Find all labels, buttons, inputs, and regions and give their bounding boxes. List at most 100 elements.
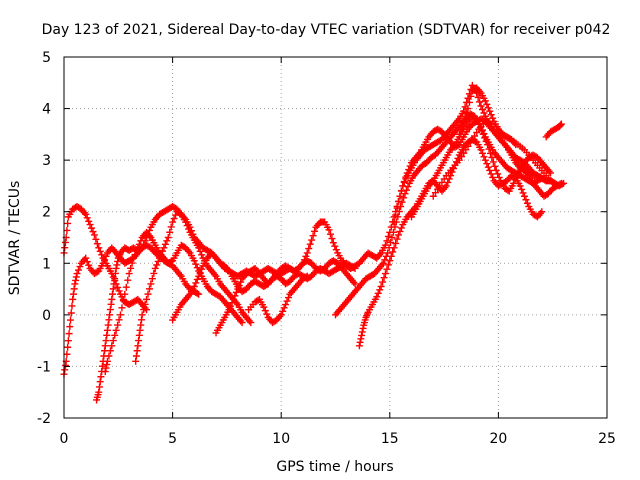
data-point (64, 343, 72, 351)
data-point (157, 251, 165, 259)
data-point (99, 259, 107, 267)
data-point (522, 196, 530, 204)
data-point (468, 136, 476, 144)
data-point (101, 256, 109, 264)
data-point (163, 237, 171, 245)
data-point (536, 175, 544, 183)
data-point (391, 223, 399, 231)
data-point (455, 156, 463, 164)
data-point (547, 177, 555, 185)
x-tick-label: 0 (60, 431, 69, 447)
data-point (402, 173, 410, 181)
data-point (356, 338, 364, 346)
data-point (386, 257, 394, 265)
data-point (311, 227, 319, 235)
data-point (350, 264, 358, 272)
data-point (401, 190, 409, 198)
data-point (263, 310, 271, 318)
data-point (65, 330, 73, 338)
data-point (397, 187, 405, 195)
data-point (404, 183, 412, 191)
data-point (495, 173, 503, 181)
data-point (83, 214, 91, 222)
data-point (193, 264, 201, 272)
data-point (279, 307, 287, 315)
data-point (488, 154, 496, 162)
data-point (458, 153, 466, 161)
data-point (82, 210, 90, 218)
data-point (388, 234, 396, 241)
data-point (306, 240, 314, 248)
data-point (436, 182, 444, 190)
data-point (111, 331, 119, 339)
series-track-14 (455, 84, 520, 149)
data-point (377, 282, 385, 290)
data-point (61, 244, 69, 252)
series-track-12 (408, 112, 546, 221)
data-point (487, 111, 495, 119)
data-point (106, 306, 114, 314)
data-point (351, 280, 359, 288)
data-point (112, 264, 120, 272)
data-point (383, 265, 391, 273)
data-point (538, 208, 546, 216)
data-point (85, 261, 93, 269)
data-point (124, 276, 132, 284)
data-point (247, 319, 255, 327)
data-point (69, 290, 77, 298)
data-point (384, 261, 392, 269)
data-point (145, 285, 153, 293)
data-point (114, 321, 122, 329)
data-point (557, 179, 565, 187)
y-tick-label: 0 (42, 308, 51, 324)
y-axis-ticks: -2 -1 0 1 2 3 4 5 (37, 50, 607, 427)
data-point (141, 300, 149, 308)
data-point (384, 249, 392, 257)
data-point (329, 239, 337, 247)
data-point (135, 337, 143, 345)
data-point (138, 311, 146, 319)
data-point (227, 302, 235, 310)
data-point (487, 170, 495, 178)
series-track-2 (60, 203, 255, 378)
data-point (373, 293, 381, 301)
data-point (381, 256, 389, 264)
data-point (192, 279, 200, 287)
data-point (72, 276, 80, 284)
data-point (103, 357, 111, 365)
data-point (110, 280, 118, 288)
data-point (471, 132, 479, 140)
series-track-7 (212, 257, 359, 337)
data-point (95, 383, 103, 391)
data-point (402, 186, 410, 194)
data-point (106, 311, 114, 319)
data-point (118, 304, 126, 312)
data-point (476, 98, 484, 106)
data-point (308, 236, 316, 244)
data-point (309, 232, 317, 240)
data-point (63, 350, 71, 358)
x-axis-ticks: 0 5 10 15 20 25 (60, 57, 616, 447)
data-point (260, 303, 268, 311)
data-point (438, 178, 446, 186)
data-point (261, 307, 269, 315)
data-point (379, 259, 387, 267)
data-point (523, 199, 531, 207)
data-point (484, 104, 492, 112)
data-point (67, 309, 75, 317)
data-point (467, 92, 475, 100)
data-point (394, 231, 402, 239)
y-tick-label: 2 (42, 205, 51, 221)
data-point (192, 260, 200, 268)
data-point (166, 228, 174, 236)
x-tick-label: 25 (598, 431, 616, 447)
y-tick-label: 5 (42, 50, 51, 66)
data-point (556, 180, 564, 188)
data-point (492, 166, 500, 174)
data-point (302, 273, 310, 281)
data-point (125, 270, 133, 278)
y-axis-label: SDTVAR / TECUs (7, 181, 23, 296)
data-point (326, 230, 334, 238)
data-point (103, 326, 111, 334)
